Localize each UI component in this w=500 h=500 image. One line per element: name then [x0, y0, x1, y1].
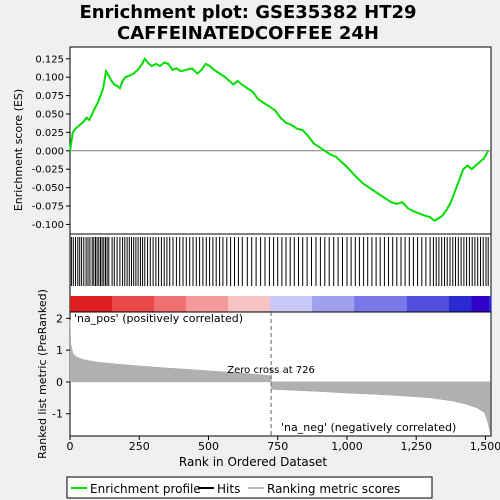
rank-color-bar [70, 296, 492, 312]
es-y-tick-label: 0.025 [35, 128, 64, 139]
color-bar-segment [333, 296, 345, 312]
x-axis-label: Rank in Ordered Dataset [179, 455, 327, 469]
color-bar-segment [112, 296, 124, 312]
legend-ranking-metric-label: Ranking metric scores [267, 482, 400, 496]
negative-correlated-label: 'na_neg' (negatively correlated) [281, 421, 456, 434]
color-bar-segment [101, 296, 113, 312]
es-y-tick-label: -0.075 [32, 202, 64, 213]
chart-title-line-2: CAFFEINATEDCOFFEE 24H [117, 23, 379, 44]
color-bar-segment [438, 296, 450, 312]
color-bar-segment [154, 296, 166, 312]
legend-enrichment-profile-label: Enrichment profile [90, 482, 201, 496]
color-bar-segment [217, 296, 229, 312]
color-bar-segment [227, 296, 239, 312]
chart-title-line-1: Enrichment plot: GSE35382 HT29 [79, 2, 416, 23]
color-bar-segment [70, 296, 82, 312]
es-y-tick-label: 0.075 [35, 91, 64, 102]
color-bar-segment [364, 296, 376, 312]
color-bar-segment [122, 296, 134, 312]
color-bar-segment [385, 296, 397, 312]
x-tick-label: 1,250 [400, 440, 432, 453]
es-y-tick-label: 0.100 [35, 73, 64, 84]
color-bar-segment [164, 296, 176, 312]
color-bar-segment [259, 296, 271, 312]
metric-y-axis: 2 1 0 -1 [52, 312, 70, 421]
color-bar-segment [238, 296, 250, 312]
color-bar-segment [448, 296, 460, 312]
color-bar-segment [427, 296, 439, 312]
color-bar-segment [196, 296, 208, 312]
es-y-tick-label: 0.000 [35, 146, 64, 157]
ranking-metric-area [69, 319, 491, 433]
es-y-axis-label: Enrichment score (ES) [12, 89, 25, 211]
es-y-tick-label: -0.100 [32, 220, 64, 231]
color-bar-segment [375, 296, 387, 312]
es-y-tick-label: -0.025 [32, 165, 64, 176]
color-bar-segment [291, 296, 303, 312]
color-bar-segment [206, 296, 218, 312]
color-bar-segment [91, 296, 103, 312]
positive-correlated-label: 'na_pos' (positively correlated) [74, 312, 243, 325]
color-bar-segment [322, 296, 334, 312]
color-bar-segment [133, 296, 145, 312]
metric-y-tick-label: 2 [56, 312, 63, 325]
color-bar-segment [354, 296, 366, 312]
es-y-axis: 0.125 0.100 0.075 0.050 0.025 0.000 -0.025 -0.0… [32, 54, 70, 231]
color-bar-segment [312, 296, 324, 312]
hits-group [70, 237, 489, 286]
x-tick-label: 0 [67, 440, 74, 453]
color-bar-end-block [471, 296, 489, 312]
x-tick-label: 1,000 [331, 440, 363, 453]
es-panel-frame [69, 46, 492, 235]
color-bar-segment [175, 296, 187, 312]
color-bar-segment [343, 296, 355, 312]
color-bar-segment [80, 296, 92, 312]
color-bar-segment [270, 296, 282, 312]
color-bar-segment [143, 296, 155, 312]
color-bar-segment [248, 296, 260, 312]
color-bar-segment [301, 296, 313, 312]
metric-y-axis-label: Ranked list metric (PreRanked) [36, 289, 49, 459]
es-y-tick-label: 0.125 [35, 54, 64, 65]
metric-y-tick-label: 1 [56, 344, 63, 357]
legend-hits-label: Hits [217, 482, 240, 496]
enrichment-profile-line [69, 56, 490, 222]
x-tick-label: 500 [198, 440, 219, 453]
x-tick-label: 1,500 [470, 440, 500, 453]
x-tick-label: 750 [267, 440, 288, 453]
color-bar-segment [406, 296, 418, 312]
zero-cross-label: Zero cross at 726 [227, 365, 315, 376]
metric-y-tick-label: 0 [56, 376, 63, 389]
metric-y-tick-label: -1 [52, 408, 63, 421]
x-tick-label: 250 [129, 440, 150, 453]
color-bar-segment [417, 296, 429, 312]
color-bar-segment [185, 296, 197, 312]
color-bar-segment [396, 296, 408, 312]
es-y-tick-label: 0.050 [35, 109, 64, 120]
color-bar-segment [459, 296, 471, 312]
es-y-tick-label: -0.050 [32, 183, 64, 194]
rank-x-axis: 0 250 500 750 1,000 1,250 1,500 [67, 436, 500, 453]
color-bar-segment [280, 296, 292, 312]
